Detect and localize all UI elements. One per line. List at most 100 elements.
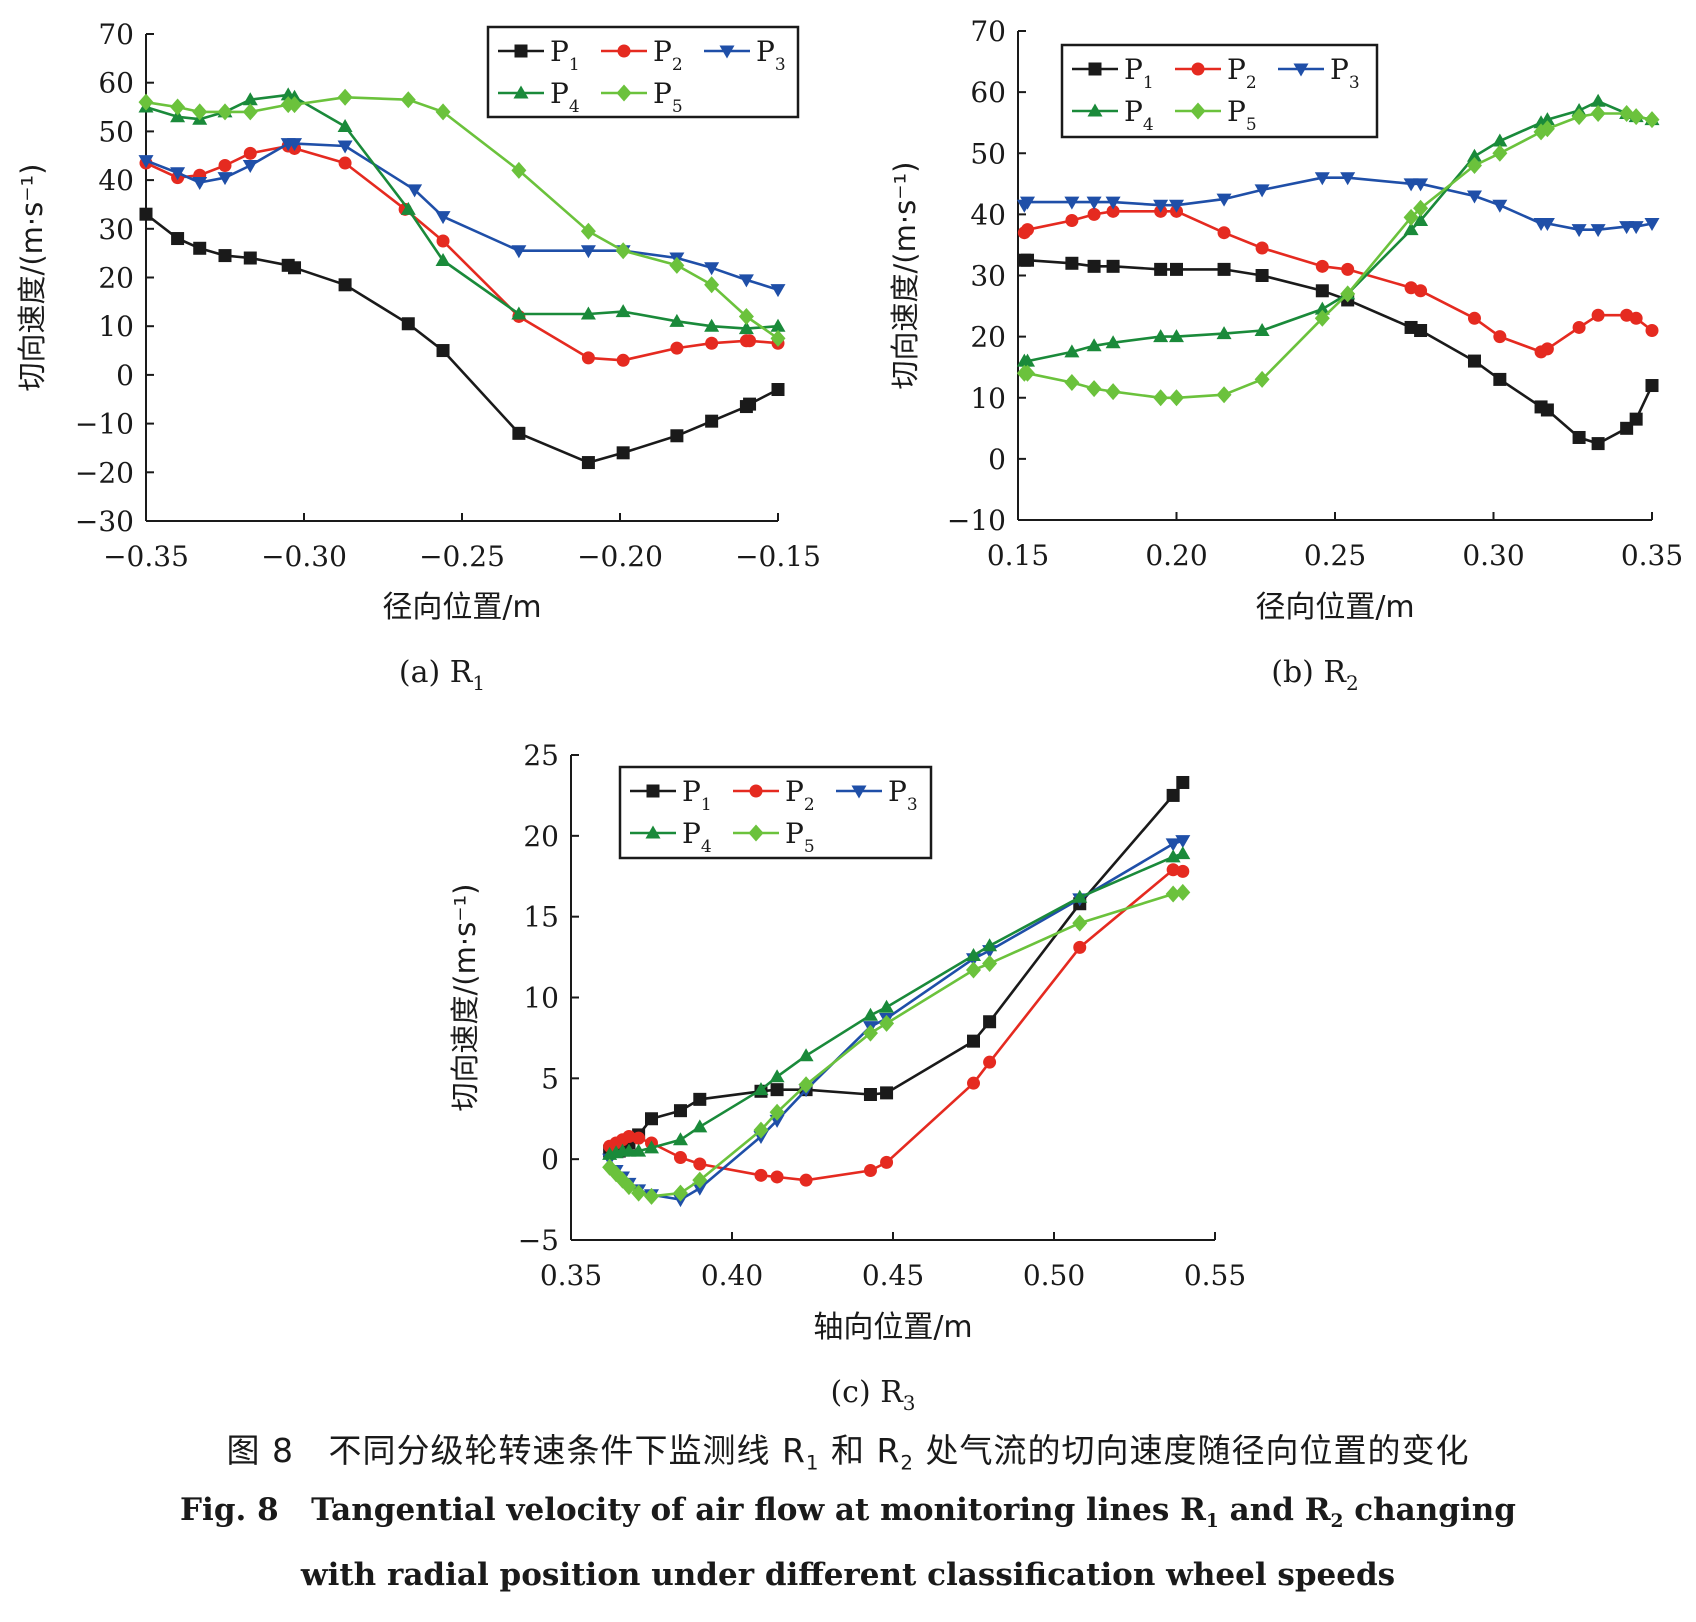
data-point-p5: [621, 1178, 637, 1196]
data-point-p5: [1466, 156, 1482, 174]
x-tick-label: 0.45: [862, 1259, 924, 1292]
x-axis-label: 轴向位置/m: [813, 1310, 972, 1345]
data-point-p2: [218, 158, 232, 172]
data-point-p4: [1064, 344, 1080, 358]
y-tick-label: 20: [970, 321, 1006, 354]
data-point-p5: [1590, 105, 1606, 123]
figure-caption-cn: 图 8 不同分级轮转速条件下监测线 R1 和 R2 处气流的切向速度随径向位置的…: [0, 1424, 1696, 1475]
data-point-p1: [1065, 256, 1079, 270]
data-point-p4: [435, 252, 451, 266]
caption-cn-sub2: 2: [900, 1451, 914, 1475]
data-point-p4: [242, 92, 258, 106]
legend-label: P3: [756, 35, 786, 75]
data-point-p5: [798, 1076, 814, 1094]
data-point-p3: [337, 140, 353, 154]
data-point-p3: [407, 184, 423, 198]
legend-swatch-marker: [616, 84, 632, 102]
data-point-p5: [669, 256, 685, 274]
data-point-p5: [1539, 120, 1555, 138]
data-point-p3: [138, 155, 154, 169]
data-point-p2: [705, 336, 719, 350]
caption-en-text-b: and R: [1229, 1492, 1331, 1528]
data-point-p4: [615, 304, 631, 318]
legend: P1 P2 P3 P4 P5: [486, 25, 800, 119]
data-point-p1: [880, 1086, 894, 1100]
data-point-p4: [1153, 329, 1169, 343]
series-line-p1: [145, 213, 779, 464]
data-point-p5: [1628, 108, 1644, 126]
series-line-p3: [1023, 176, 1653, 231]
series-line-p5: [608, 891, 1184, 1198]
data-point-p4: [862, 1007, 878, 1021]
data-point-p5: [138, 93, 154, 111]
data-point-p3: [511, 245, 527, 259]
legend-label: P2: [1227, 53, 1257, 93]
legend-item-p4: P4: [630, 817, 712, 857]
data-point-p4: [631, 1143, 647, 1157]
series-p1: [1017, 253, 1659, 451]
data-point-p2: [799, 1173, 813, 1187]
data-point-p5: [1072, 914, 1088, 932]
legend-swatch-marker: [646, 784, 660, 798]
caption-cn-sub1: 1: [805, 1451, 820, 1475]
data-point-p2: [338, 156, 352, 170]
series-line-p5: [1024, 112, 1653, 400]
y-tick-label: 30: [98, 213, 134, 246]
data-point-p2: [243, 146, 257, 160]
data-point-p1: [1591, 437, 1605, 451]
legend-item-p1: P1: [498, 35, 580, 75]
data-point-p2: [1341, 262, 1355, 276]
series-line-p3: [608, 839, 1184, 1201]
data-point-p3: [1413, 178, 1429, 192]
legend-swatch-marker: [513, 85, 529, 99]
legend-swatch-marker: [1190, 102, 1206, 120]
data-point-p4: [1492, 133, 1508, 147]
caption-en-text-c: changing: [1354, 1492, 1516, 1528]
data-point-p3: [1314, 172, 1330, 186]
legend-label: P5: [785, 817, 815, 857]
data-point-p4: [1169, 329, 1184, 343]
data-point-p4: [1086, 338, 1102, 352]
figure-caption-en-line2: with radial position under different cla…: [0, 1557, 1696, 1593]
data-point-p5: [1644, 111, 1660, 129]
data-point-p2: [581, 351, 595, 365]
legend-label: P5: [653, 77, 683, 117]
data-point-p4: [1105, 335, 1121, 349]
y-tick-label: 20: [98, 262, 134, 295]
data-point-p2: [673, 1151, 687, 1165]
data-point-p1: [436, 344, 450, 358]
data-point-p5: [337, 88, 353, 106]
data-point-p4: [337, 119, 353, 133]
data-point-p4: [511, 306, 527, 320]
data-point-p2: [622, 1130, 636, 1144]
x-tick-label: 0.30: [1462, 539, 1524, 572]
legend: P1 P2 P3 P4 P5: [1060, 43, 1379, 139]
data-point-p1: [1106, 259, 1120, 273]
data-point-p5: [192, 103, 208, 121]
data-point-p5: [672, 1184, 688, 1202]
data-point-p4: [1314, 301, 1330, 315]
legend-label: P3: [888, 775, 918, 815]
data-point-p5: [738, 307, 754, 325]
y-tick-label: 5: [541, 1062, 559, 1095]
legend-swatch-marker: [1088, 62, 1102, 76]
data-point-p5: [1492, 144, 1508, 162]
x-tick-label: −0.25: [419, 540, 505, 573]
data-point-p3: [1216, 193, 1232, 207]
data-point-p3: [217, 172, 233, 186]
x-axis-label: 径向位置/m: [382, 590, 541, 625]
data-point-p1: [512, 426, 526, 440]
data-point-p4: [1539, 112, 1555, 126]
caption-cn-text-c: 处气流的切向速度随径向位置的变化: [925, 1431, 1470, 1470]
data-point-p3: [738, 274, 754, 288]
data-point-p1: [139, 207, 153, 221]
data-point-p2: [1414, 284, 1428, 298]
legend-label: P1: [682, 775, 712, 815]
data-point-p1: [1414, 324, 1428, 338]
data-point-p2: [1645, 324, 1659, 338]
data-point-p5: [400, 91, 416, 109]
series-p5: [602, 883, 1191, 1205]
data-point-p5: [1064, 373, 1080, 391]
data-point-p4: [1403, 222, 1419, 236]
